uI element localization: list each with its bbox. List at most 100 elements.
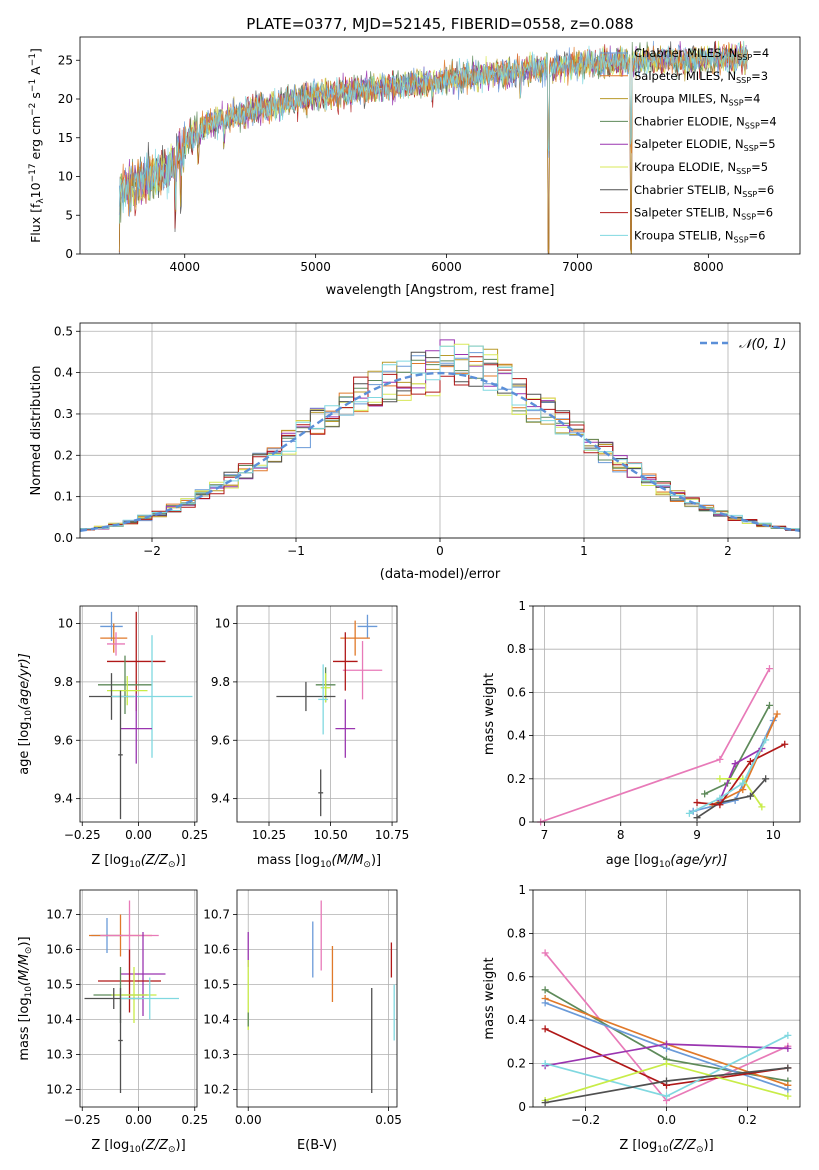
series-marker xyxy=(541,1025,549,1033)
y-tick-label: 25 xyxy=(58,53,73,67)
x-tick-label: 9 xyxy=(693,828,701,842)
y-tick-label: 9.4 xyxy=(211,792,230,806)
series-marker xyxy=(541,986,549,994)
histogram-group xyxy=(80,339,800,533)
y-axis-label: mass weight xyxy=(482,673,497,755)
series-marker xyxy=(773,710,781,718)
x-axis-label: Z [log10(Z/Z⊙)] xyxy=(91,1138,185,1155)
x-tick-label: 2 xyxy=(724,544,732,558)
x-tick-label: 0.2 xyxy=(738,1113,757,1127)
series-marker xyxy=(701,790,709,798)
y-tick-label: 0.8 xyxy=(507,926,526,940)
series-line xyxy=(696,778,767,819)
legend-label: Kroupa MILES, NSSP=4 xyxy=(634,92,760,108)
x-tick-label: 10 xyxy=(766,828,781,842)
x-tick-label: 10.50 xyxy=(313,828,347,842)
histogram-step xyxy=(80,345,800,533)
y-tick-label: 0.4 xyxy=(54,366,73,380)
y-tick-label: 10.7 xyxy=(203,908,230,922)
y-tick-label: 0 xyxy=(518,1100,526,1114)
series-line xyxy=(696,743,786,806)
y-tick-label: 0.6 xyxy=(507,685,526,699)
y-tick-label: 10.3 xyxy=(203,1048,230,1062)
x-tick-label: 5000 xyxy=(300,260,331,274)
y-tick-label: 0.4 xyxy=(507,1013,526,1027)
y-tick-label: 0.2 xyxy=(507,1057,526,1071)
series-marker xyxy=(784,1092,792,1100)
y-tick-label: 0.8 xyxy=(507,642,526,656)
x-tick-label: 0.00 xyxy=(125,828,152,842)
x-tick-label: 8 xyxy=(617,828,625,842)
series-marker xyxy=(762,775,770,783)
legend-label: Chabrier MILES, NSSP=4 xyxy=(634,46,769,62)
x-axis-label: wavelength [Angstrom, rest frame] xyxy=(326,283,555,298)
series-marker xyxy=(663,1040,670,1048)
x-tick-label: 0 xyxy=(436,544,444,558)
x-tick-label: −2 xyxy=(143,544,161,558)
axes-frame xyxy=(79,36,801,255)
y-tick-label: 0.2 xyxy=(507,772,526,786)
x-tick-label: 8000 xyxy=(693,260,724,274)
y-tick-label: 9.6 xyxy=(211,733,230,747)
series-marker xyxy=(765,701,773,709)
x-axis-label: Z [log10(Z/Z⊙)] xyxy=(91,853,185,870)
y-tick-label: 0.4 xyxy=(507,729,526,743)
y-tick-label: 10.2 xyxy=(46,1083,73,1097)
series-marker xyxy=(541,1060,549,1068)
x-tick-label: 0.00 xyxy=(235,1113,262,1127)
legend-label: Chabrier STELIB, NSSP=6 xyxy=(634,183,774,199)
y-tick-label: 10 xyxy=(58,617,73,631)
y-tick-label: 9.4 xyxy=(54,792,73,806)
axes-frame xyxy=(532,889,801,1108)
x-axis-label: age [log10(age/yr)] xyxy=(606,853,728,870)
series-marker xyxy=(693,814,701,822)
y-tick-label: 9.8 xyxy=(54,675,73,689)
y-tick-label: 0 xyxy=(518,815,526,829)
y-tick-label: 10.3 xyxy=(46,1048,73,1062)
series-line xyxy=(689,739,767,815)
y-tick-label: 10.4 xyxy=(203,1013,230,1027)
series-marker xyxy=(541,1099,549,1107)
series-marker xyxy=(541,999,549,1007)
y-tick-label: 1 xyxy=(518,883,526,897)
legend-label: Kroupa STELIB, NSSP=6 xyxy=(634,228,765,244)
x-tick-label: 10.75 xyxy=(375,828,409,842)
series-marker xyxy=(663,1092,670,1100)
y-tick-label: 10.2 xyxy=(203,1083,230,1097)
x-tick-label: 0.25 xyxy=(181,1113,208,1127)
x-tick-label: 0.0 xyxy=(657,1113,676,1127)
series-marker xyxy=(663,1060,670,1068)
series-marker xyxy=(693,799,701,807)
legend-label: Salpeter ELODIE, NSSP=5 xyxy=(634,137,776,153)
axes-frame xyxy=(79,889,198,1108)
series-marker xyxy=(781,740,789,748)
axes-frame xyxy=(79,322,801,539)
legend-label: Salpeter STELIB, NSSP=6 xyxy=(634,206,773,222)
series-marker xyxy=(685,809,693,817)
legend-label: Salpeter MILES, NSSP=3 xyxy=(634,69,768,85)
axes-frame xyxy=(236,889,398,1108)
y-tick-label: 1 xyxy=(518,599,526,613)
axes-frame xyxy=(236,605,398,823)
x-tick-label: −0.25 xyxy=(64,1113,101,1127)
y-tick-label: 10.6 xyxy=(46,943,73,957)
series-marker xyxy=(746,792,754,800)
series-marker xyxy=(784,1086,792,1094)
axes-frame xyxy=(79,605,198,823)
y-axis-label: mass weight xyxy=(482,957,497,1039)
series-marker xyxy=(758,803,766,811)
series-marker xyxy=(739,779,747,787)
y-tick-label: 10.5 xyxy=(203,978,230,992)
y-tick-label: 9.6 xyxy=(54,733,73,747)
y-tick-label: 0.3 xyxy=(54,407,73,421)
series-marker xyxy=(731,760,739,768)
normal-curve xyxy=(80,371,800,532)
series-marker xyxy=(765,665,773,673)
y-tick-label: 0.0 xyxy=(54,531,73,545)
y-tick-label: 10.6 xyxy=(203,943,230,957)
y-tick-label: 20 xyxy=(58,92,73,106)
x-axis-label: mass [log10(M/M⊙)] xyxy=(257,853,381,870)
series-marker xyxy=(784,1031,792,1039)
figure-title: PLATE=0377, MJD=52145, FIBERID=0558, z=0… xyxy=(246,15,633,33)
